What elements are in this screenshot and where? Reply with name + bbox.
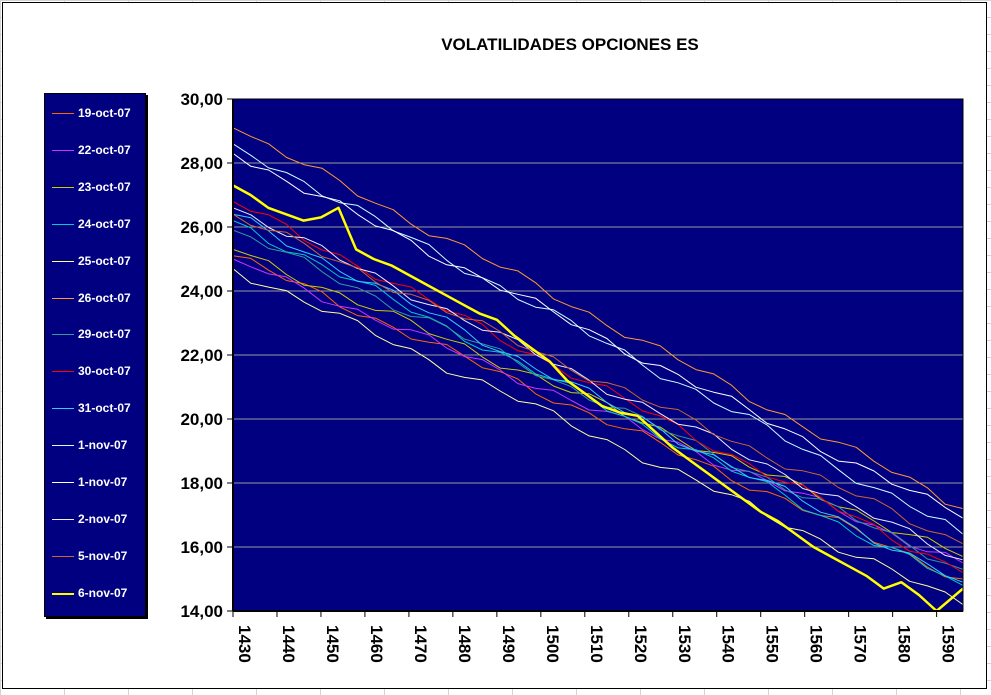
legend-label: 1-nov-07 bbox=[78, 438, 128, 453]
legend-label: 22-oct-07 bbox=[78, 142, 131, 157]
legend-item[interactable]: 30-oct-07 bbox=[45, 362, 145, 382]
series-line-8 bbox=[232, 200, 964, 574]
series-line-3 bbox=[232, 248, 964, 558]
legend-label: 6-nov-07 bbox=[78, 585, 128, 600]
legend-item[interactable]: 1-nov-07 bbox=[45, 436, 145, 456]
series-line-5 bbox=[232, 268, 964, 606]
x-tick-label-1460: 1460 bbox=[367, 625, 386, 663]
legend-label: 30-oct-07 bbox=[78, 364, 131, 379]
legend-swatch bbox=[52, 371, 74, 373]
legend-swatch bbox=[52, 260, 74, 262]
legend-item[interactable]: 23-oct-07 bbox=[45, 178, 145, 198]
legend-swatch bbox=[52, 297, 74, 299]
series-line-6 bbox=[232, 127, 964, 510]
legend-swatch bbox=[52, 518, 74, 520]
series-line-13 bbox=[232, 213, 964, 545]
legend-swatch bbox=[52, 592, 74, 595]
legend-item[interactable]: 24-oct-07 bbox=[45, 215, 145, 235]
legend-item[interactable]: 26-oct-07 bbox=[45, 289, 145, 309]
chart-title: VOLATILIDADES OPCIONES ES bbox=[441, 35, 699, 54]
legend-label: 23-oct-07 bbox=[78, 179, 131, 194]
x-tick-label-1530: 1530 bbox=[675, 625, 694, 663]
series-line-1 bbox=[232, 255, 964, 580]
legend-label: 25-oct-07 bbox=[78, 253, 131, 268]
x-tick-label-1430: 1430 bbox=[235, 625, 254, 663]
legend-swatch bbox=[52, 149, 74, 151]
legend-item[interactable]: 25-oct-07 bbox=[45, 252, 145, 272]
legend-label: 19-oct-07 bbox=[78, 106, 131, 120]
legend-item[interactable]: 29-oct-07 bbox=[45, 325, 145, 345]
y-tick-label-26,00: 26,00 bbox=[180, 218, 223, 237]
legend-swatch bbox=[52, 334, 74, 336]
legend-label: 5-nov-07 bbox=[78, 548, 128, 563]
legend-item[interactable]: 31-oct-07 bbox=[45, 399, 145, 419]
series-line-11 bbox=[232, 152, 964, 519]
y-tick-label-30,00: 30,00 bbox=[180, 90, 223, 109]
y-tick-label-14,00: 14,00 bbox=[180, 602, 223, 621]
x-tick-label-1580: 1580 bbox=[895, 625, 914, 663]
legend-swatch bbox=[52, 113, 74, 114]
x-tick-label-1500: 1500 bbox=[543, 625, 562, 663]
legend-swatch bbox=[52, 408, 74, 410]
legend-swatch bbox=[52, 445, 74, 447]
legend-label: 26-oct-07 bbox=[78, 290, 131, 305]
x-tick-label-1510: 1510 bbox=[587, 625, 606, 663]
x-tick-label-1520: 1520 bbox=[631, 625, 650, 663]
series-line-9 bbox=[232, 213, 964, 583]
chart-legend[interactable]: 19-oct-07 22-oct-07 23-oct-07 24-oct-07 25-o… bbox=[44, 93, 146, 617]
legend-swatch bbox=[52, 482, 74, 483]
legend-label: 1-nov-07 bbox=[78, 475, 128, 489]
series-line-10 bbox=[232, 143, 964, 535]
series-line-14 bbox=[232, 184, 964, 613]
x-tick-label-1440: 1440 bbox=[279, 625, 298, 663]
legend-item[interactable]: 1-nov-07 bbox=[45, 473, 145, 493]
legend-item[interactable]: 5-nov-07 bbox=[45, 547, 145, 567]
legend-label: 2-nov-07 bbox=[78, 511, 128, 526]
x-tick-label-1560: 1560 bbox=[807, 625, 826, 663]
legend-label: 24-oct-07 bbox=[78, 216, 131, 231]
x-tick-label-1550: 1550 bbox=[763, 625, 782, 663]
legend-swatch bbox=[52, 186, 74, 188]
x-tick-label-1570: 1570 bbox=[851, 625, 870, 663]
y-tick-label-28,00: 28,00 bbox=[180, 154, 223, 173]
x-tick-label-1470: 1470 bbox=[411, 625, 430, 663]
legend-item[interactable]: 6-nov-07 bbox=[45, 584, 145, 604]
legend-item[interactable]: 22-oct-07 bbox=[45, 141, 145, 161]
x-tick-label-1490: 1490 bbox=[499, 625, 518, 663]
legend-label: 29-oct-07 bbox=[78, 327, 131, 342]
y-tick-label-16,00: 16,00 bbox=[180, 538, 223, 557]
x-tick-label-1590: 1590 bbox=[939, 625, 958, 663]
y-tick-label-18,00: 18,00 bbox=[180, 474, 223, 493]
x-tick-label-1540: 1540 bbox=[719, 625, 738, 663]
x-tick-label-1450: 1450 bbox=[323, 625, 342, 663]
legend-swatch bbox=[52, 555, 74, 557]
x-tick-label-1480: 1480 bbox=[455, 625, 474, 663]
legend-label: 31-oct-07 bbox=[78, 401, 131, 416]
y-tick-label-24,00: 24,00 bbox=[180, 282, 223, 301]
legend-item[interactable]: 19-oct-07 bbox=[45, 104, 145, 124]
legend-swatch bbox=[52, 223, 74, 225]
series-line-2 bbox=[232, 258, 964, 564]
y-tick-label-20,00: 20,00 bbox=[180, 410, 223, 429]
y-tick-label-22,00: 22,00 bbox=[180, 346, 223, 365]
legend-item[interactable]: 2-nov-07 bbox=[45, 510, 145, 530]
